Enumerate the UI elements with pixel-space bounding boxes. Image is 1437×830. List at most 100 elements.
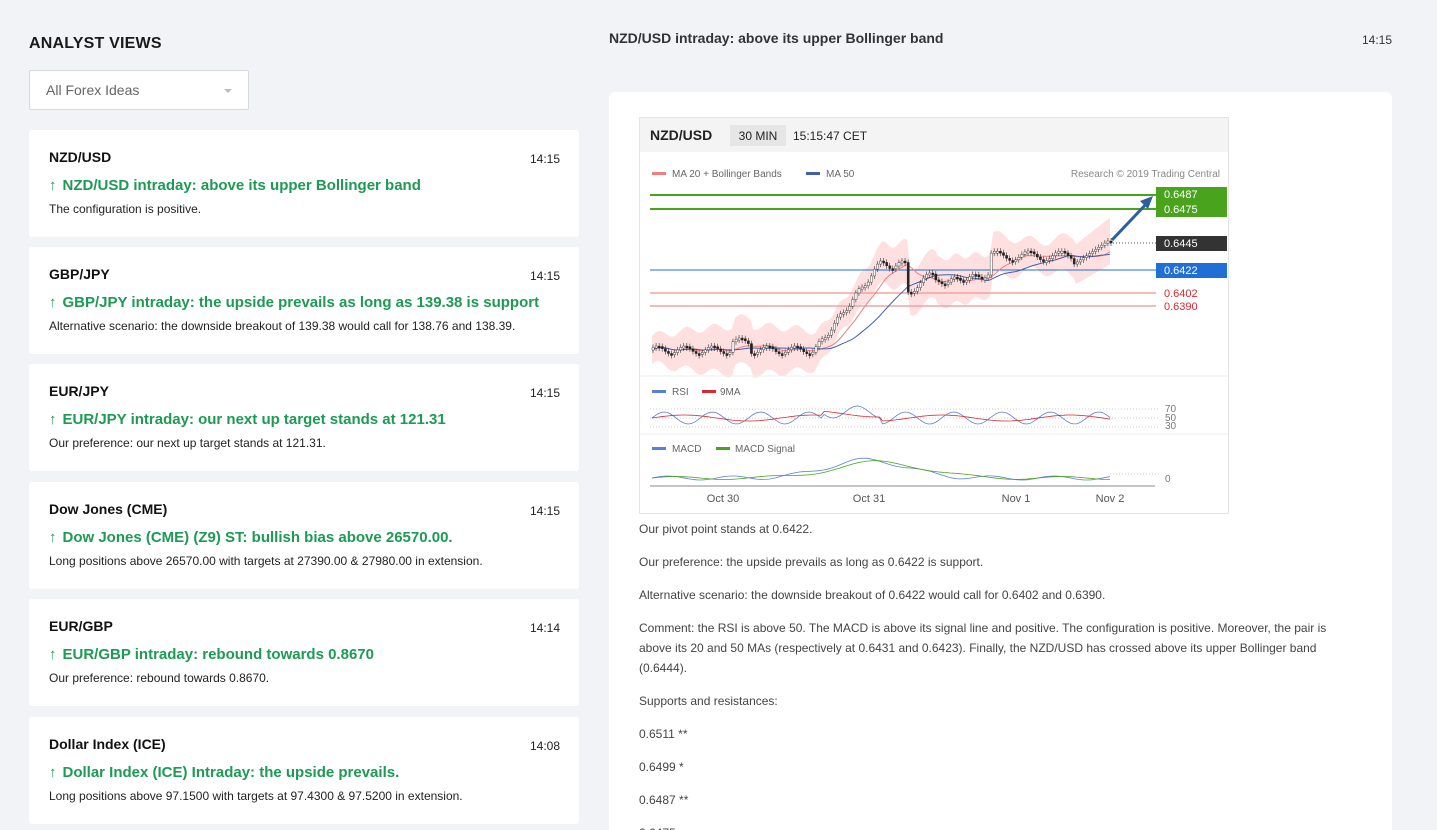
candle-body bbox=[980, 276, 984, 280]
idea-card[interactable]: NZD/USD 14:15 ↑ NZD/USD intraday: above its… bbox=[29, 130, 579, 237]
candle-body bbox=[740, 337, 744, 341]
candle-body bbox=[842, 312, 845, 315]
legend-macd-signal-swatch bbox=[716, 447, 730, 450]
legend-rsi-swatch bbox=[652, 390, 666, 393]
candle-body bbox=[913, 291, 916, 294]
candle-body bbox=[1109, 240, 1113, 244]
ma50-line bbox=[651, 253, 1111, 351]
candle-body bbox=[1054, 252, 1058, 256]
bollinger-band bbox=[652, 217, 1110, 378]
candle-body bbox=[983, 277, 987, 281]
article-paragraph: Our pivot point stands at 0.6422. bbox=[639, 522, 813, 536]
candle-body bbox=[651, 347, 655, 351]
candle-body bbox=[1020, 254, 1024, 258]
candle-body bbox=[793, 345, 796, 349]
idea-card[interactable]: Dollar Index (ICE) 14:08 ↑ Dollar Index (IC… bbox=[29, 717, 579, 824]
candle-body bbox=[934, 273, 938, 281]
idea-card[interactable]: GBP/JPY 14:15 ↑ GBP/JPY intraday: the upsid… bbox=[29, 247, 579, 354]
current-price-label: 0.6445 bbox=[1164, 238, 1198, 250]
idea-time: 14:14 bbox=[529, 621, 560, 635]
candle-body bbox=[673, 352, 676, 355]
candle-body bbox=[928, 272, 932, 276]
ideas-filter-select[interactable]: All Forex Ideas bbox=[29, 70, 249, 110]
idea-symbol: GBP/JPY bbox=[49, 266, 110, 282]
candle-body bbox=[992, 251, 996, 254]
idea-headline-text: Dollar Index (ICE) Intraday: the upside … bbox=[62, 764, 400, 781]
candle-body bbox=[1066, 252, 1070, 256]
candle-body bbox=[737, 337, 741, 341]
candle-body bbox=[1094, 249, 1098, 252]
arrow-up-icon: ↑ bbox=[49, 646, 57, 663]
candle-body bbox=[999, 250, 1002, 254]
legend-macd-signal: MACD Signal bbox=[735, 444, 795, 455]
legend-macd: MACD bbox=[672, 444, 701, 455]
candle-body bbox=[768, 345, 772, 349]
price-chart: NZD/USD 30 MIN 15:15:47 CET MA 20 + Boll… bbox=[639, 117, 1229, 514]
candle-body bbox=[863, 285, 867, 288]
candle-body bbox=[866, 281, 870, 286]
candle-body bbox=[811, 352, 815, 355]
candle-body bbox=[1091, 251, 1094, 254]
candle-body bbox=[787, 349, 790, 353]
idea-headline[interactable]: ↑ NZD/USD intraday: above its upper Bolli… bbox=[49, 177, 421, 194]
idea-headline[interactable]: ↑ Dow Jones (CME) (Z9) ST: bullish bias a… bbox=[49, 529, 453, 546]
idea-card[interactable]: Dow Jones (CME) 14:15 ↑ Dow Jones (CME) (Z9… bbox=[29, 482, 579, 589]
article-paragraph: Supports and resistances: bbox=[639, 694, 778, 708]
x-tick-nov2: Nov 2 bbox=[1096, 493, 1125, 505]
candle-body bbox=[682, 345, 686, 349]
candle-body bbox=[894, 265, 898, 269]
idea-headline[interactable]: ↑ EUR/GBP intraday: rebound towards 0.867… bbox=[49, 646, 374, 663]
candle-body bbox=[664, 348, 667, 352]
candle-body bbox=[949, 278, 953, 283]
arrow-up-icon: ↑ bbox=[49, 177, 57, 194]
candle-body bbox=[661, 346, 664, 349]
article-time: 14:15 bbox=[1362, 33, 1393, 47]
candle-body bbox=[805, 351, 809, 354]
idea-description: Long positions above 97.1500 with target… bbox=[49, 789, 463, 803]
candle-body bbox=[790, 346, 793, 350]
candle-body bbox=[814, 346, 818, 353]
chart-header bbox=[640, 118, 1228, 152]
candle-body bbox=[817, 341, 821, 348]
article-paragraph: 0.6499 * bbox=[639, 760, 684, 774]
legend-9ma-swatch bbox=[702, 390, 716, 393]
x-tick-nov1: Nov 1 bbox=[1002, 493, 1031, 505]
candle-body bbox=[820, 338, 824, 342]
candle-body bbox=[796, 345, 799, 349]
candle-body bbox=[919, 282, 922, 288]
resistance-2-badge bbox=[1156, 202, 1227, 217]
candle-body bbox=[830, 329, 833, 336]
candle-body bbox=[900, 260, 904, 264]
idea-card[interactable]: EUR/JPY 14:15 ↑ EUR/JPY intraday: our next … bbox=[29, 364, 579, 471]
candle-body bbox=[1048, 258, 1051, 261]
candle-body bbox=[827, 335, 830, 338]
candle-body bbox=[694, 351, 698, 354]
x-tick-oct30: Oct 30 bbox=[707, 493, 739, 505]
interval-badge[interactable] bbox=[730, 125, 786, 146]
candle-body bbox=[879, 260, 882, 265]
candle-body bbox=[873, 268, 876, 277]
article-paragraph: Alternative scenario: the downside break… bbox=[639, 588, 1106, 602]
chart-svg: NZD/USD 30 MIN 15:15:47 CET MA 20 + Boll… bbox=[640, 118, 1228, 505]
chart-credit: Research © 2019 Trading Central bbox=[1071, 169, 1220, 180]
candle-body bbox=[1088, 253, 1091, 256]
idea-headline[interactable]: ↑ Dollar Index (ICE) Intraday: the upside… bbox=[49, 764, 399, 781]
main-price-pane bbox=[650, 194, 1156, 378]
rsi-9ma-line bbox=[651, 410, 1111, 422]
candle-body bbox=[1026, 250, 1030, 254]
idea-headline-text: EUR/GBP intraday: rebound towards 0.8670 bbox=[62, 646, 374, 663]
idea-card[interactable]: EUR/GBP 14:14 ↑ EUR/GBP intraday: rebound t… bbox=[29, 599, 579, 706]
candle-body bbox=[1014, 259, 1018, 262]
candle-body bbox=[943, 283, 947, 287]
article-paragraph: 0.6487 ** bbox=[639, 793, 689, 807]
candle-body bbox=[968, 276, 972, 281]
candle-body bbox=[1011, 260, 1015, 263]
idea-headline[interactable]: ↑ EUR/JPY intraday: our next up target st… bbox=[49, 411, 446, 428]
candle-body bbox=[956, 276, 959, 280]
idea-headline[interactable]: ↑ GBP/JPY intraday: the upside prevails a… bbox=[49, 294, 539, 311]
candle-body bbox=[891, 268, 895, 271]
chart-symbol: NZD/USD bbox=[650, 127, 712, 143]
candle-body bbox=[977, 274, 981, 278]
candle-body bbox=[974, 274, 978, 277]
candle-body bbox=[783, 352, 787, 355]
